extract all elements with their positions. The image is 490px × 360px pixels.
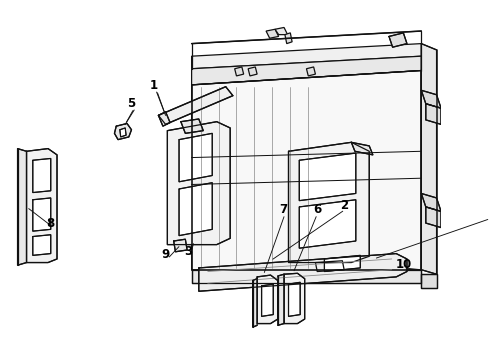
Polygon shape [173, 239, 187, 252]
Polygon shape [299, 153, 356, 201]
Polygon shape [278, 274, 284, 325]
Text: 7: 7 [279, 203, 287, 216]
Polygon shape [179, 183, 212, 236]
Text: 5: 5 [127, 97, 136, 110]
Polygon shape [199, 253, 407, 291]
Polygon shape [192, 71, 421, 270]
Polygon shape [26, 149, 57, 262]
Text: 10: 10 [396, 258, 413, 271]
Polygon shape [351, 142, 373, 155]
Text: 6: 6 [313, 203, 321, 216]
Polygon shape [389, 33, 407, 47]
Polygon shape [181, 119, 203, 133]
Text: 2: 2 [340, 199, 348, 212]
Text: 8: 8 [47, 217, 55, 230]
Polygon shape [33, 158, 51, 193]
Polygon shape [158, 87, 233, 124]
Polygon shape [421, 90, 441, 108]
Text: 1: 1 [150, 79, 158, 92]
Polygon shape [235, 67, 244, 76]
Polygon shape [289, 142, 369, 262]
Polygon shape [426, 207, 441, 228]
Polygon shape [33, 198, 51, 231]
Polygon shape [266, 29, 279, 38]
Polygon shape [257, 275, 278, 324]
Polygon shape [306, 67, 316, 76]
Polygon shape [284, 273, 305, 324]
Polygon shape [275, 27, 288, 35]
Polygon shape [192, 270, 421, 283]
Polygon shape [324, 255, 360, 271]
Polygon shape [115, 123, 131, 140]
Polygon shape [18, 149, 26, 265]
Polygon shape [192, 56, 421, 85]
Polygon shape [158, 112, 170, 126]
Polygon shape [426, 104, 441, 124]
Polygon shape [179, 133, 212, 182]
Polygon shape [421, 274, 437, 288]
Polygon shape [33, 235, 51, 255]
Polygon shape [299, 200, 356, 248]
Polygon shape [421, 193, 441, 211]
Polygon shape [289, 282, 300, 316]
Text: 3: 3 [184, 245, 192, 258]
Polygon shape [285, 33, 292, 44]
Text: 9: 9 [162, 248, 170, 261]
Polygon shape [120, 128, 126, 137]
Polygon shape [316, 261, 344, 271]
Polygon shape [192, 44, 421, 69]
Polygon shape [421, 44, 437, 274]
Polygon shape [168, 122, 230, 244]
Polygon shape [248, 67, 257, 76]
Text: 4: 4 [489, 210, 490, 222]
Polygon shape [253, 279, 257, 327]
Polygon shape [262, 284, 273, 316]
